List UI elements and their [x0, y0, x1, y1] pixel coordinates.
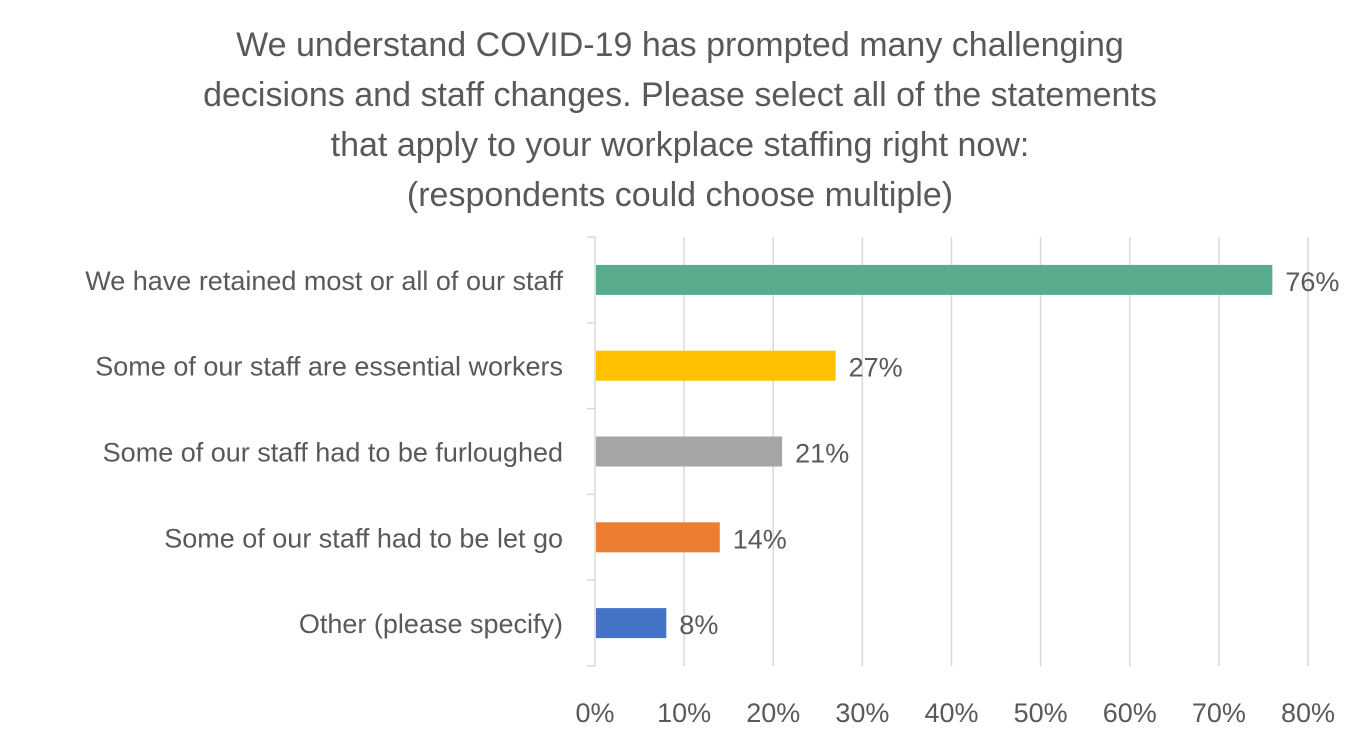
chart-title-line: We understand COVID-19 has prompted many… [236, 26, 1124, 64]
data-labels: 76% 27% 21% 14% 8% [679, 267, 1339, 640]
x-tick-labels: 0% 10% 20% 30% 40% 50% 60% 70% 80% [575, 698, 1335, 728]
data-label: 27% [849, 353, 903, 383]
x-tick-label: 40% [924, 698, 978, 728]
x-tick-label: 70% [1192, 698, 1246, 728]
x-tick-label: 20% [746, 698, 800, 728]
bar [596, 264, 1273, 295]
chart-title: We understand COVID-19 has prompted many… [0, 20, 1360, 220]
category-label: Some of our staff had to be let go [164, 523, 563, 553]
bar [596, 608, 667, 639]
chart-title-line: that apply to your workplace staffing ri… [330, 126, 1030, 164]
category-axis [587, 236, 596, 667]
category-label: We have retained most or all of our staf… [85, 266, 563, 296]
chart-title-line: (respondents could choose multiple) [406, 176, 954, 214]
x-tick-label: 0% [575, 698, 614, 728]
bar [596, 522, 720, 553]
data-label: 8% [679, 610, 718, 640]
bars-group [596, 264, 1273, 639]
bar [596, 350, 836, 381]
data-label: 76% [1285, 267, 1339, 297]
x-tick-label: 60% [1103, 698, 1157, 728]
category-label: Other (please specify) [299, 609, 563, 639]
x-tick-label: 50% [1014, 698, 1068, 728]
chart-title-line: decisions and staff changes. Please sele… [203, 76, 1157, 114]
x-tick-label: 80% [1281, 698, 1335, 728]
bar [596, 436, 783, 467]
x-tick-label: 10% [657, 698, 711, 728]
category-label: Some of our staff are essential workers [95, 352, 563, 382]
category-labels: We have retained most or all of our staf… [85, 266, 563, 639]
data-label: 14% [733, 524, 787, 554]
data-label: 21% [795, 439, 849, 469]
category-label: Some of our staff had to be furloughed [103, 438, 563, 468]
x-tick-label: 30% [835, 698, 889, 728]
